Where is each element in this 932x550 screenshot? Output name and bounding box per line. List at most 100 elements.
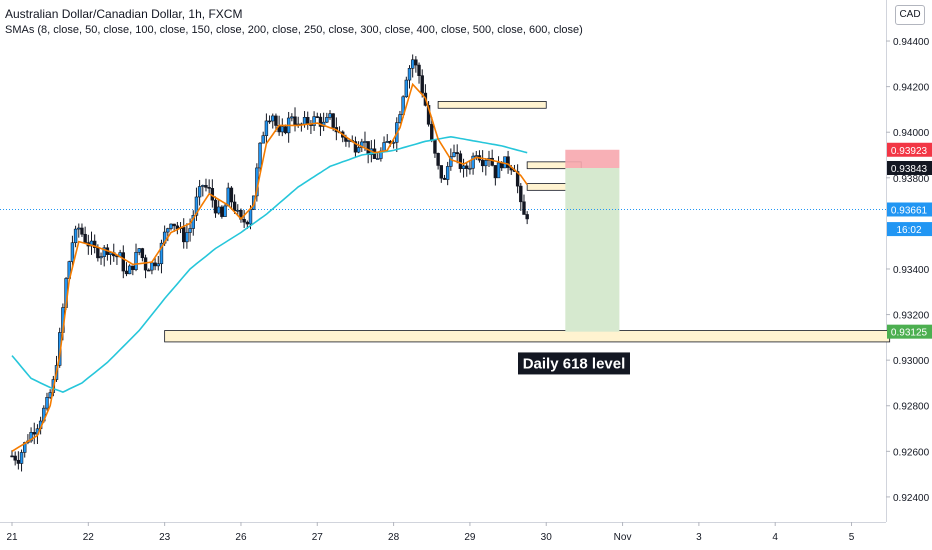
candle-body — [242, 218, 246, 223]
candle-body — [166, 228, 170, 233]
candle-body — [391, 142, 396, 144]
candle-body — [293, 116, 297, 126]
candle-body — [414, 59, 418, 66]
candle-body — [185, 232, 189, 243]
candle — [525, 211, 529, 225]
candle-body — [404, 79, 409, 98]
sma-indicator-label: SMAs (8, close, 50, close, 100, close, 1… — [5, 24, 583, 36]
candle — [458, 150, 463, 173]
candle-body — [245, 221, 250, 225]
candle-body — [398, 114, 402, 123]
candle — [407, 65, 412, 89]
price-label: 0.93843 — [891, 164, 928, 175]
candle — [315, 112, 319, 119]
candle — [229, 186, 234, 209]
candle — [293, 107, 297, 132]
candle-body — [96, 247, 100, 259]
candle — [312, 111, 316, 131]
y-tick-label: 0.93400 — [893, 265, 930, 276]
candle-body — [264, 120, 269, 136]
candle — [191, 210, 195, 236]
candle-body — [465, 165, 469, 169]
stop-loss-zone — [565, 149, 620, 168]
candle-body — [172, 223, 176, 227]
candle-body — [134, 251, 138, 270]
candle — [506, 150, 510, 174]
price-label-box — [887, 142, 932, 157]
candle — [147, 268, 151, 272]
candle-body — [13, 455, 17, 461]
take-profit-zone — [565, 167, 620, 332]
candle — [19, 449, 24, 472]
candle-body — [522, 201, 526, 215]
y-tick-label: 0.93200 — [893, 311, 930, 322]
y-tick-label: 0.94400 — [893, 37, 930, 48]
support-zone — [437, 101, 547, 109]
candle-body — [226, 187, 230, 207]
x-tick-label: 5 — [849, 532, 855, 543]
candle — [134, 243, 138, 272]
candle-body — [363, 141, 367, 143]
x-tick-label: 29 — [464, 532, 476, 543]
candle — [519, 183, 523, 211]
candle-body — [236, 209, 240, 212]
y-tick-label: 0.94200 — [893, 83, 930, 94]
candle — [108, 251, 113, 265]
candle-body — [312, 116, 316, 126]
x-tick-label: 21 — [6, 532, 18, 543]
candle-body — [496, 162, 501, 179]
candle-body — [436, 152, 440, 166]
candle — [105, 244, 110, 261]
candle-body — [442, 177, 447, 180]
candle-body — [283, 126, 288, 134]
candle — [156, 255, 160, 271]
candle — [366, 141, 370, 164]
candle-body — [73, 228, 78, 244]
candle — [210, 179, 215, 208]
candle — [239, 208, 243, 223]
x-tick-label: 30 — [541, 532, 553, 543]
candle — [286, 111, 291, 143]
currency-button[interactable]: CAD — [895, 5, 925, 25]
candle-body — [515, 171, 520, 187]
candle-body — [77, 227, 81, 230]
price-label: 0.93661 — [891, 205, 928, 216]
candle — [379, 147, 383, 162]
candle-body — [382, 142, 386, 152]
candle-body — [32, 432, 36, 435]
candle — [232, 194, 237, 214]
price-label-box — [887, 160, 932, 175]
candle-body — [131, 265, 135, 270]
candle — [309, 120, 313, 135]
candle-body — [19, 452, 24, 464]
candle-body — [137, 248, 141, 253]
candle — [102, 245, 106, 267]
candle — [493, 165, 498, 186]
price-label-box — [887, 222, 932, 237]
candle-body — [493, 165, 498, 179]
candle — [515, 164, 520, 194]
candle-body — [325, 117, 329, 123]
candle-body — [121, 252, 126, 272]
candle — [261, 131, 265, 144]
candle-body — [458, 153, 463, 169]
candle — [296, 116, 300, 128]
candle — [360, 138, 364, 152]
candle-body — [159, 242, 164, 265]
candle-body — [248, 209, 253, 225]
candle — [471, 152, 475, 175]
candle-body — [156, 263, 160, 267]
candle-body — [360, 141, 364, 148]
candle — [13, 451, 17, 466]
candle — [477, 150, 482, 163]
candle-body — [29, 432, 33, 442]
candle — [201, 184, 205, 197]
y-tick-label: 0.92400 — [893, 493, 930, 504]
candle-body — [280, 126, 284, 133]
candle — [242, 210, 246, 228]
candle-body — [80, 227, 84, 235]
candle — [461, 158, 466, 178]
candle-body — [480, 159, 485, 167]
candle-body — [407, 68, 412, 81]
